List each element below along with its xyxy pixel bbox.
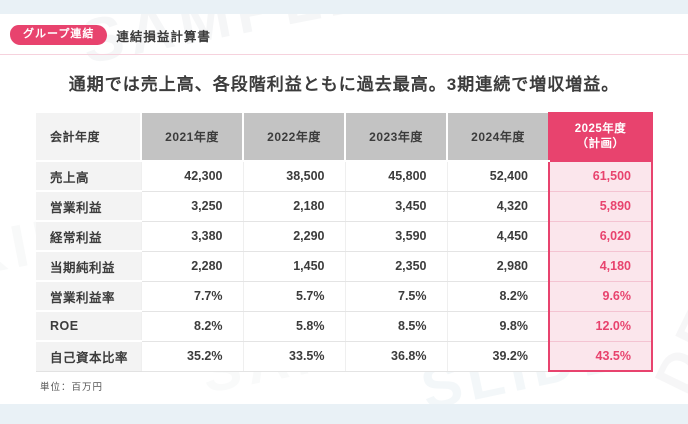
value-cell: 2,350 [344,251,447,282]
slide-card: SAMPLE DESIGN KIMIYOU SLIDE SAMPLE グループ連… [0,14,688,404]
value-cell: 8.2% [446,281,549,312]
value-cell: 33.5% [242,341,345,372]
row-label-cell: 売上高 [36,161,141,193]
slide-title: 連結損益計算書 [116,29,211,44]
value-cell: 3,380 [140,221,243,252]
value-cell: 7.7% [140,281,243,312]
header-cell-year: 2022年度 [242,113,345,163]
plan-value-cell: 5,890 [548,191,653,222]
row-label-cell: 自己資本比率 [36,341,141,372]
value-cell: 42,300 [140,161,243,192]
value-cell: 35.2% [140,341,243,372]
financial-table-wrapper: 会計年度 2021年度 2022年度 2023年度 2024年度 2025年度 （計画） 売… [36,112,653,373]
value-cell: 4,320 [446,191,549,222]
plan-value-cell: 61,500 [548,161,653,192]
plan-value-cell: 6,020 [548,221,653,252]
value-cell: 9.8% [446,311,549,342]
value-cell: 2,180 [242,191,345,222]
slide-header: グループ連結 連結損益計算書 [0,14,688,56]
value-cell: 52,400 [446,161,549,192]
value-cell: 36.8% [344,341,447,372]
header-cell-year: 2023年度 [344,113,447,163]
plan-value-cell: 12.0% [548,311,653,342]
value-cell: 5.7% [242,281,345,312]
financial-table: 会計年度 2021年度 2022年度 2023年度 2024年度 2025年度 （計画） 売… [36,112,653,373]
plan-value-cell: 4,180 [548,251,653,282]
plan-value-cell: 9.6% [548,281,653,312]
row-label-cell: 営業利益 [36,191,141,223]
table-row: ROE 8.2% 5.8% 8.5% 9.8% 12.0% [36,311,653,343]
value-cell: 4,450 [446,221,549,252]
table-header-row: 会計年度 2021年度 2022年度 2023年度 2024年度 2025年度 （計画） [36,112,653,163]
value-cell: 2,280 [140,251,243,282]
row-label-cell: 経常利益 [36,221,141,253]
value-cell: 8.2% [140,311,243,342]
table-body: 売上高 42,300 38,500 45,800 52,400 61,500 営業利益 3,2… [36,161,653,373]
table-row: 営業利益率 7.7% 5.7% 7.5% 8.2% 9.6% [36,281,653,313]
value-cell: 7.5% [344,281,447,312]
value-cell: 3,250 [140,191,243,222]
value-cell: 8.5% [344,311,447,342]
value-cell: 3,590 [344,221,447,252]
value-cell: 5.8% [242,311,345,342]
unit-footnote: 単位：百万円 [40,382,104,394]
value-cell: 2,290 [242,221,345,252]
value-cell: 45,800 [344,161,447,192]
value-cell: 39.2% [446,341,549,372]
value-cell: 1,450 [242,251,345,282]
table-row: 経常利益 3,380 2,290 3,590 4,450 6,020 [36,221,653,253]
value-cell: 3,450 [344,191,447,222]
table-row: 売上高 42,300 38,500 45,800 52,400 61,500 [36,161,653,193]
row-label-cell: ROE [36,311,141,343]
header-cell-plan-year: 2025年度 （計画） [548,112,653,163]
header-cell-year: 2021年度 [140,113,243,163]
table-row: 当期純利益 2,280 1,450 2,350 2,980 4,180 [36,251,653,283]
table-row: 自己資本比率 35.2% 33.5% 36.8% 39.2% 43.5% [36,341,653,373]
table-row: 営業利益 3,250 2,180 3,450 4,320 5,890 [36,191,653,223]
table-header: 会計年度 2021年度 2022年度 2023年度 2024年度 2025年度 （計画） [36,112,653,163]
header-cell-fiscal-year: 会計年度 [36,113,141,163]
row-label-cell: 当期純利益 [36,251,141,283]
headline-message: 通期では売上高、各段階利益ともに過去最高。3期連続で増収増益。 [68,75,620,95]
header-cell-year: 2024年度 [446,113,549,163]
group-consolidated-badge: グループ連結 [10,25,108,46]
value-cell: 38,500 [242,161,345,192]
row-label-cell: 営業利益率 [36,281,141,313]
plan-value-cell: 43.5% [548,341,653,373]
value-cell: 2,980 [446,251,549,282]
